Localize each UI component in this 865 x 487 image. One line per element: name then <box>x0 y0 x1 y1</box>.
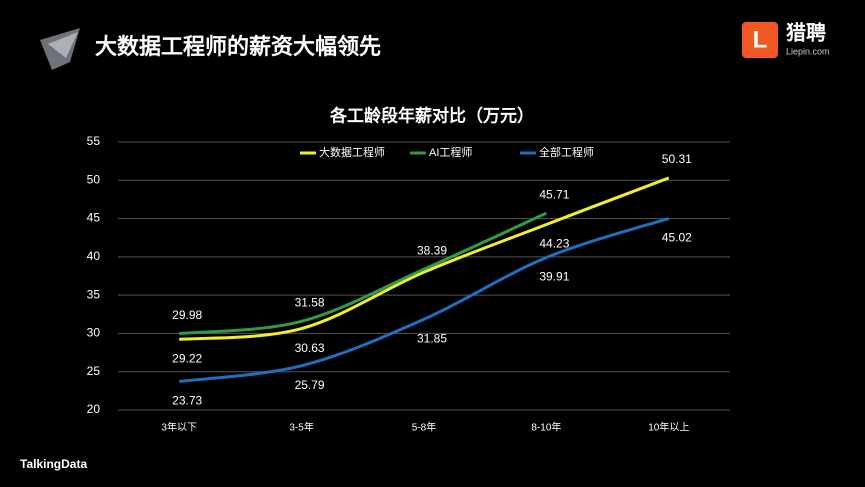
logo-shape <box>48 32 78 58</box>
data-label: 30.63 <box>295 341 325 355</box>
x-tick-label: 8-10年 <box>531 421 561 434</box>
slide-title: 大数据工程师的薪资大幅领先 <box>95 34 381 59</box>
data-label: 29.22 <box>172 352 202 366</box>
y-tick-label: 50 <box>87 172 101 186</box>
legend-label: 全部工程师 <box>539 145 594 159</box>
y-tick-label: 35 <box>87 287 101 301</box>
footer: TalkingData <box>20 457 87 471</box>
y-tick-label: 40 <box>87 249 101 263</box>
x-tick-label: 5-8年 <box>412 421 436 434</box>
data-label: 39.91 <box>539 270 569 284</box>
x-tick-label: 3年以下 <box>161 421 197 434</box>
legend-label: AI工程师 <box>429 146 472 159</box>
legend-label: 大数据工程师 <box>319 145 385 159</box>
series-line <box>179 211 548 336</box>
data-label: 45.71 <box>539 187 569 201</box>
brand-url: Liepin.com <box>786 46 830 56</box>
data-label: 38.39 <box>417 243 447 257</box>
brand-name: 猎聘 <box>786 20 826 44</box>
chart-title: 各工龄段年薪对比（万元） <box>329 105 534 125</box>
y-tick-label: 20 <box>87 402 101 416</box>
x-tick-label: 10年以上 <box>648 421 689 434</box>
data-label: 50.31 <box>662 152 692 166</box>
brand-icon <box>742 22 778 58</box>
data-label: 31.85 <box>417 331 447 345</box>
data-label: 23.73 <box>172 394 202 408</box>
data-label: 31.58 <box>295 296 325 310</box>
brand-icon-letter: L <box>753 26 768 53</box>
data-label: 29.98 <box>172 308 202 322</box>
y-tick-label: 30 <box>87 326 101 340</box>
series-line <box>179 176 670 341</box>
x-tick-label: 3-5年 <box>289 421 313 434</box>
data-label: 25.79 <box>295 378 325 392</box>
data-label: 45.02 <box>662 231 692 245</box>
data-label: 44.23 <box>539 237 569 251</box>
y-tick-label: 45 <box>87 211 101 225</box>
series-line <box>179 216 670 383</box>
y-tick-label: 55 <box>87 134 101 148</box>
y-tick-label: 25 <box>87 364 101 378</box>
